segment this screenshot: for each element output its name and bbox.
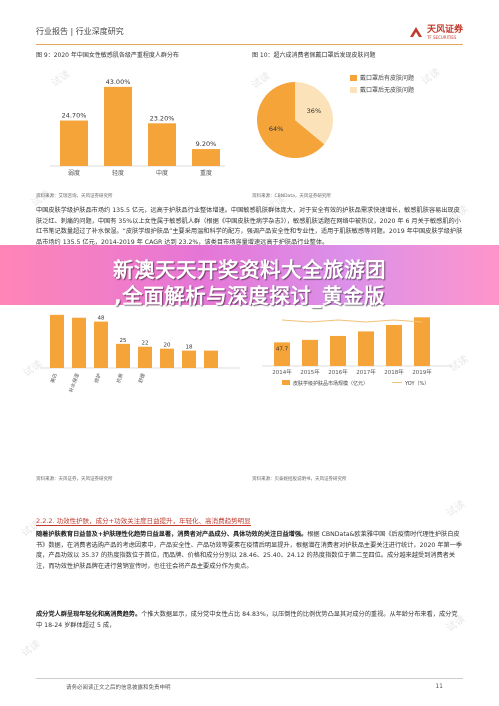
bar [72,317,86,368]
paragraph-market: 中国皮肤学级护肤品市场约 135.5 亿元，远高于护肤品行业整体增速。中国敏感肌… [36,207,463,246]
slice-label: 64% [269,125,283,133]
paragraph-ingredients: 成分党人群呈现年轻化和高消费趋势。个推大数据显示，成分党中女性占比 84.83%… [36,610,463,631]
data-label: 48 [98,316,105,322]
paragraph-ingredients-body: 个推大数据显示，成分党中女性占比 84.83%，以压倒性的比例优势凸显其对成分的… [36,611,458,629]
bar [204,350,218,368]
chart-market-size-svg: 47.7 2014年 2015年 2016年 2017年 2018年 2019年皮肤学级护肤… [262,317,452,387]
tick-label: 轻度 [112,169,124,177]
banner-line-1: 新澳天天开奖资料大全旅游团 [113,258,386,282]
data-label: 9.20% [196,140,217,148]
page-footer: 请务必阅读正文之后的信息披露和免责申明 11 [36,678,463,691]
tick-label: 2019年 [412,368,432,376]
section-heading: 2.2.2. 功效性护肤，成分+功效关注度日益提升，年轻化、高消费趋势明显 [36,515,251,526]
data-label: 47.7 [276,346,289,352]
pie-slice [257,82,325,158]
tick-label: 重度 [200,169,212,177]
bar [50,314,64,368]
chart-severity-svg: 24.70% 弱度 43.00% 轻度 23.20% 中度 9.20% 重度 [50,78,225,177]
paragraph-efficacy-lead: 随着护肤教育日益普及+护肤理性化趋势日益显著，消费者对产品成分、具体功效的关注日… [36,531,308,538]
tick-label: 美白 [49,372,59,384]
brand-logo: 天风证券 TF SECURITIES [408,22,463,42]
chart-mask-pie: 64% 36% 戴口罩后有皮肤问题 戴口罩后无皮肤问题 [255,62,465,186]
bar [192,149,220,166]
bar [414,317,430,366]
bar [274,342,290,366]
bar [358,331,374,366]
promo-banner [0,245,499,305]
tick-label: 舒缓 [137,372,147,384]
data-label: 23.20% [150,114,175,122]
header-breadcrumb: 行业报告 | 行业深度研究 [36,27,124,36]
legend-swatch [282,380,290,385]
bar [302,339,318,366]
logo-mark-icon [409,27,422,37]
tick-label: 2018年 [384,368,404,376]
bar [182,350,196,368]
chart-efficacy-svg: 48 25 22 20 18 美白 补水保湿 修护 抗衰 舒缓 [40,314,240,393]
data-label: 20 [164,343,171,349]
page-number: 11 [435,683,443,690]
bar [60,120,88,166]
data-label: 22 [142,341,149,347]
bar [386,324,402,366]
bar [116,343,130,368]
tick-label: 中度 [156,169,168,177]
bar [148,123,176,166]
data-label: 24.70% [62,112,87,120]
paragraph-efficacy-body: 根据 CBNData&欧莱雅中国《后疫情时代理性护肤白皮书》数据，在消费者选购产… [36,531,463,570]
logo-sub: TF SECURITIES [426,34,457,40]
section-heading-text: 2.2.2. 功效性护肤，成分+功效关注度日益提升，年轻化、高消费趋势明显 [36,517,251,526]
chart-market-size: 47.7 2014年 2015年 2016年 2017年 2018年 2019年皮肤学级护肤… [262,300,462,474]
data-label: 43.00% [106,78,131,86]
yoy-line [281,319,423,323]
data-label: 25 [120,338,127,344]
figure-11-source: 资料来源：天风证券，天风证券研究所 [36,477,113,482]
bar [138,346,152,368]
paragraph-ingredients-lead: 成分党人群呈现年轻化和高消费趋势。 [36,611,142,618]
banner-line-2: ,全面解析与深度探讨_黄金版 [113,284,386,308]
bar [104,86,132,166]
tick-label: 2017年 [356,368,376,376]
legend-label: 戴口罩后有皮肤问题 [360,74,414,82]
legend-swatch [350,87,357,93]
bar [330,335,346,366]
legend-swatch [350,75,357,81]
slice-label: 36% [307,107,321,115]
tick-label: 2016年 [328,368,348,376]
page-header: 行业报告 | 行业深度研究 天风证券 TF SECURITIES [36,22,463,45]
legend-label: 皮肤学级护肤品市场规模（亿元） [293,380,368,387]
legend-label: YOY（%） [404,381,429,387]
tick-label: 抗衰 [115,372,125,384]
figure-9-title: 图 9：2020 年中国女性敏感肌各级严重程度人群分布 [36,52,179,59]
tick-label: 2015年 [300,368,320,376]
bar [160,348,174,368]
bar [94,321,108,368]
legend-label: 戴口罩后无皮肤问题 [360,86,414,94]
tick-label: 修护 [93,372,103,384]
tick-label: 补水保湿 [67,372,80,393]
figure-9-source: 资料来源：艾瑞咨询，天风证券研究所 [36,194,113,199]
pie-slice [295,82,333,145]
chart-efficacy: 48 25 22 20 18 美白 补水保湿 修护 抗衰 舒缓 [40,300,240,414]
tick-label: 2014年 [272,368,292,376]
watermark: 试读 [444,498,468,520]
figure-10-title: 图 10：超六成消费者佩戴口罩后发现皮肤问题 [252,52,376,59]
paragraph-efficacy: 随着护肤教育日益普及+护肤理性化趋势日益显著，消费者对产品成分、具体功效的关注日… [36,530,463,572]
tick-label: 弱度 [68,169,80,177]
figure-12-source: 资料来源：贝泰妮招股说明书，天风证券研究所 [252,477,347,482]
chart-severity: 24.70% 弱度 43.00% 轻度 23.20% 中度 9.20% 重度 [40,62,230,186]
data-label: 18 [186,345,193,351]
watermark: 试读 [19,638,43,660]
logo-name: 天风证券 [426,24,463,35]
figure-10-source: 资料来源：CBNData，天风证券研究所 [252,194,331,199]
footer-disclaimer: 请务必阅读正文之后的信息披露和免责申明 [66,685,171,691]
